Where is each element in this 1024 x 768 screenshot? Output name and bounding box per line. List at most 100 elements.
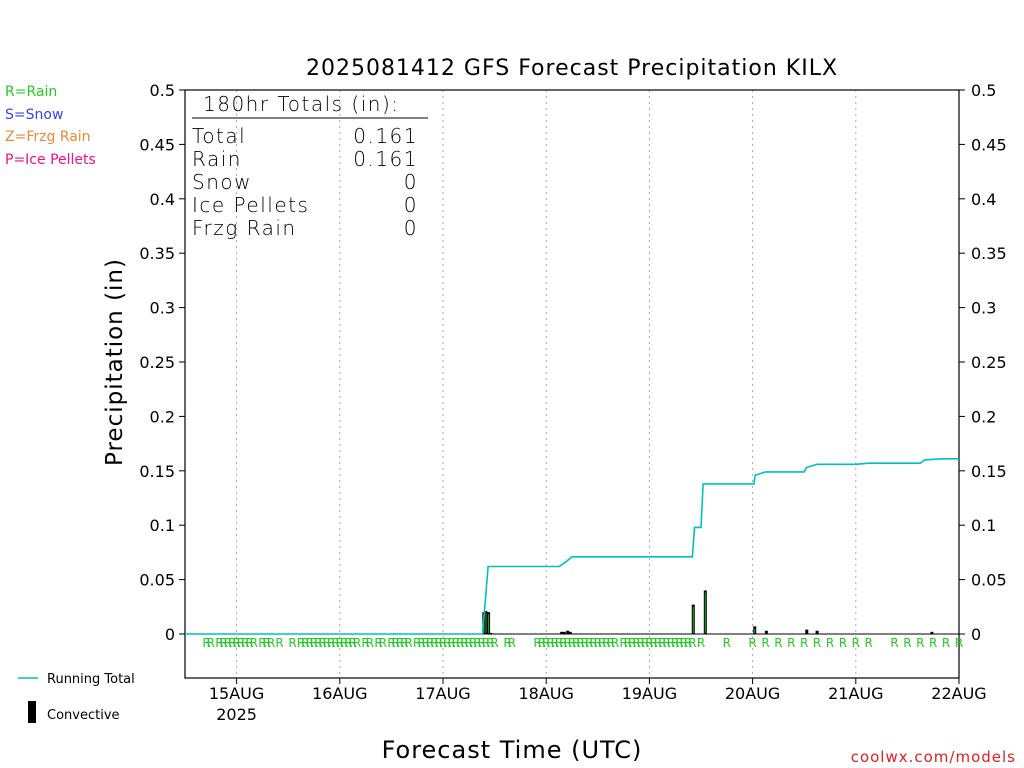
rain-mark: R <box>589 636 597 650</box>
rain-mark: R <box>426 636 434 650</box>
totals-value-total: 0.161 <box>353 124 418 148</box>
rain-mark: R <box>396 636 404 650</box>
y-tick-label-right: 0.3 <box>971 299 996 318</box>
rain-mark: R <box>774 636 782 650</box>
rain-mark: R <box>340 636 348 650</box>
y-tick-label: 0.4 <box>150 190 175 209</box>
watermark: coolwx.com/models <box>851 748 1016 766</box>
precip-bar <box>930 631 934 634</box>
rain-mark: R <box>684 636 692 650</box>
precip-bar-fill <box>488 614 490 633</box>
rain-mark: R <box>607 636 615 650</box>
vertical-gridlines <box>236 90 857 678</box>
rain-mark: R <box>241 636 249 650</box>
y-tick-label-right: 0.4 <box>971 190 996 209</box>
y-tick-label: 0.35 <box>139 244 175 263</box>
rain-mark: R <box>478 636 486 650</box>
rain-mark: R <box>748 636 756 650</box>
precip-bar <box>489 632 493 634</box>
precip-bar <box>566 630 570 634</box>
plot-frame <box>184 89 960 679</box>
legend-frzg-rain: Z=Frzg Rain <box>5 129 91 145</box>
rain-mark: R <box>942 636 950 650</box>
rain-mark: R <box>314 636 322 650</box>
rain-mark: R <box>955 636 963 650</box>
legend-ice-pellets: P=Ice Pellets <box>5 152 96 168</box>
totals-label-total: Total <box>192 124 246 148</box>
series-legend: Running Total Convective <box>18 672 135 723</box>
legend-running-total: Running Total <box>47 672 135 687</box>
rain-mark: R <box>452 636 460 650</box>
rain-mark: R <box>379 636 387 650</box>
y-tick-label-right: 0.05 <box>971 571 1007 590</box>
rain-mark: R <box>761 636 769 650</box>
rain-mark: R <box>490 636 498 650</box>
x-tick-label: 20AUG <box>725 684 780 703</box>
rain-mark: R <box>318 636 326 650</box>
rain-mark: R <box>680 636 688 650</box>
rain-mark: R <box>228 636 236 650</box>
rain-mark: R <box>632 636 640 650</box>
x-tick-label: 22AUG <box>931 684 986 703</box>
rain-mark: R <box>224 636 232 650</box>
rain-mark: R <box>361 636 369 650</box>
rain-mark: R <box>215 636 223 650</box>
rain-mark: R <box>662 636 670 650</box>
rain-mark: R <box>697 636 705 650</box>
rain-mark: R <box>929 636 937 650</box>
rain-mark: R <box>839 636 847 650</box>
rain-mark: R <box>288 636 296 650</box>
rain-mark: R <box>435 636 443 650</box>
precip-bar <box>568 631 572 634</box>
rain-mark: R <box>336 636 344 650</box>
precip-bar <box>764 630 768 634</box>
rain-mark: R <box>469 636 477 650</box>
x-tick-label: 19AUG <box>622 684 677 703</box>
rain-mark: R <box>460 636 468 650</box>
y-tick-label-right: 0.25 <box>971 353 1007 372</box>
precip-bar-fill <box>485 613 487 633</box>
legend-rain: R=Rain <box>5 84 57 100</box>
legend-snow: S=Snow <box>5 107 63 123</box>
x-tick-sublabel: 2025 <box>216 705 257 724</box>
rain-mark: R <box>258 636 266 650</box>
rain-mark: R <box>297 636 305 650</box>
rain-mark: R <box>572 636 580 650</box>
y-tick-label: 0 <box>165 625 175 644</box>
y-axis-label: Precipitation (in) <box>102 258 128 466</box>
rain-mark: R <box>404 636 412 650</box>
rain-mark: R <box>568 636 576 650</box>
rain-mark: R <box>374 636 382 650</box>
rain-mark: R <box>220 636 228 650</box>
y-tick-label: 0.5 <box>150 81 175 100</box>
rain-mark: R <box>482 636 490 650</box>
rain-mark: R <box>275 636 283 650</box>
rain-mark: R <box>503 636 511 650</box>
rain-mark: R <box>641 636 649 650</box>
totals-label-frzg-rain: Frzg Rain <box>192 216 297 240</box>
running-total-line <box>185 457 959 635</box>
x-tick-label: 15AUG <box>209 684 264 703</box>
precip-bar <box>805 629 809 634</box>
rain-mark: R <box>903 636 911 650</box>
rain-mark: R <box>624 636 632 650</box>
rain-mark: R <box>387 636 395 650</box>
rain-mark: R <box>439 636 447 650</box>
y-tick-label-right: 0.2 <box>971 407 996 426</box>
rain-mark: R <box>422 636 430 650</box>
rain-mark: R <box>723 636 731 650</box>
rain-mark: R <box>637 636 645 650</box>
rain-mark: R <box>538 636 546 650</box>
precip-bar <box>815 630 819 634</box>
convective-swatch <box>28 701 36 723</box>
rain-mark: R <box>559 636 567 650</box>
chart-title: 2025081412 GFS Forecast Precipitation KI… <box>306 56 838 81</box>
rain-mark: R <box>301 636 309 650</box>
rain-mark: R <box>508 636 516 650</box>
legend-convective: Convective <box>47 708 120 723</box>
rain-mark: R <box>366 636 374 650</box>
rain-mark: R <box>447 636 455 650</box>
rain-mark: R <box>207 636 215 650</box>
